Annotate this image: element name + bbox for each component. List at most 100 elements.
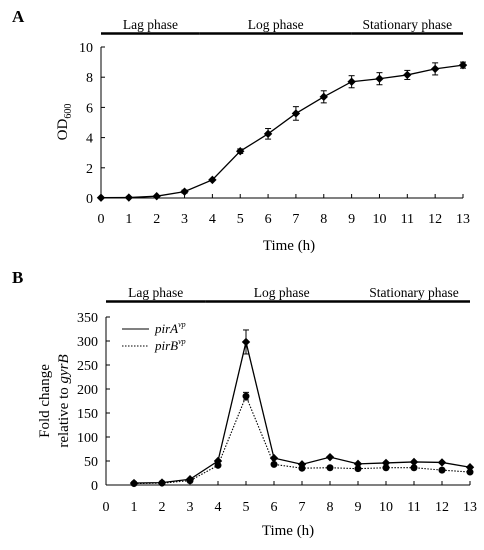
panel-a-x-tick-label: 5 [237, 212, 244, 227]
panel-a-y-ticks: 0 2 4 6 8 10 [79, 41, 105, 207]
panel-b-series-1-point [410, 464, 418, 472]
panel-a-series-0-point [180, 187, 189, 196]
panel-a-phase-label-1: Log phase [248, 17, 304, 32]
legend-label-pirb: pirBvp [154, 337, 186, 353]
panel-a-y-tick-label: 0 [86, 192, 93, 207]
panel-b-y-tick-label: 0 [91, 479, 98, 494]
panel-b-x-tick-label: 9 [355, 500, 362, 515]
panel-a-series-0-point [263, 129, 273, 139]
panel-a-x-tick-label: 0 [98, 212, 105, 227]
panel-b-y-axis-title-line1: Fold change [37, 364, 53, 438]
panel-a-x-tick-label: 8 [320, 212, 327, 227]
panel-a-phase-label-2: Stationary phase [363, 17, 453, 32]
panel-b-y-tick-label: 300 [77, 335, 98, 350]
panel-b-x-tick-label: 11 [407, 500, 420, 515]
panel-b: B Lag phase Log phase Stationary phase 0 1 2… [12, 268, 477, 539]
panel-b-y-tick-label: 350 [77, 311, 98, 326]
panel-b-x-tick-label: 4 [215, 500, 222, 515]
panel-a-y-tick-label: 8 [86, 71, 93, 86]
panel-a-phase-bar: Lag phase Log phase Stationary phase [101, 17, 463, 35]
panel-b-x-tick-label: 3 [187, 500, 194, 515]
panel-a-x-tick-label: 12 [428, 212, 442, 227]
panel-a-series-0-point [236, 146, 245, 156]
panel-a-y-tick-label: 10 [79, 41, 93, 56]
panel-b-x-axis-title: Time (h) [262, 523, 314, 539]
panel-b-plot-area [129, 329, 475, 488]
panel-b-legend: pirAvp pirBvp [122, 320, 186, 353]
panel-a-x-tick-label: 4 [209, 212, 216, 227]
panel-a-x-axis-title: Time (h) [263, 238, 315, 254]
panel-b-series-0-point [437, 458, 447, 467]
panel-b-series-1-point [130, 480, 138, 488]
panel-b-y-tick-label: 250 [77, 359, 98, 374]
panel-a-y-tick-label: 6 [86, 101, 93, 116]
panel-b-phase-label-2: Stationary phase [369, 285, 459, 300]
panel-a-letter: A [12, 7, 25, 26]
panel-b-x-tick-label: 8 [327, 500, 334, 515]
panel-a-series-0-point [375, 74, 384, 83]
panel-a-y-axis-title-subscript: 600 [63, 104, 74, 119]
panel-b-series-1-point [298, 464, 306, 472]
panel-b-letter: B [12, 268, 23, 287]
panel-b-x-ticks: 0 1 2 3 4 5 6 7 8 9 10 11 12 13 [103, 481, 477, 515]
panel-b-series-1-point [382, 464, 390, 472]
panel-b-phase-bar: Lag phase Log phase Stationary phase [106, 285, 470, 303]
panel-b-y-tick-label: 50 [84, 455, 98, 470]
panel-a-series-0-point [124, 193, 134, 202]
panel-b-y-axis-title-gene: gyrB [56, 354, 72, 383]
panel-b-series-1-point [158, 479, 166, 487]
panel-b-series-0-point [213, 456, 223, 466]
panel-b-x-tick-label: 0 [103, 500, 110, 515]
panel-a-x-tick-label: 6 [265, 212, 272, 227]
panel-a-y-axis-title: OD600 [55, 104, 74, 141]
panel-a-y-tick-label: 2 [86, 162, 93, 177]
panel-a-x-tick-label: 7 [292, 212, 299, 227]
panel-b-phase-label-0: Lag phase [128, 285, 183, 300]
panel-a-series-0-point [152, 191, 161, 201]
panel-b-series-1-point [270, 460, 278, 468]
panel-b-y-tick-label: 100 [77, 431, 98, 446]
panel-b-series-0-point [409, 457, 419, 467]
panel-a-series-0-point [319, 92, 328, 102]
panel-b-series-1-point [326, 464, 334, 472]
panel-b-series-1-point [186, 477, 194, 485]
panel-b-x-tick-label: 5 [243, 500, 250, 515]
panel-b-y-axis-title-prefix: relative to [56, 384, 72, 448]
panel-b-y-axis-title-line2: relative to gyrB [56, 354, 72, 447]
panel-b-x-tick-label: 10 [379, 500, 393, 515]
panel-a-y-tick-label: 4 [86, 132, 93, 147]
panel-a-series-0-point [96, 193, 106, 202]
panel-b-series-1-point [214, 461, 222, 469]
panel-b-series-0-point [241, 337, 251, 347]
panel-a-series-0-point [403, 70, 412, 80]
legend-label-pira: pirAvp [154, 320, 186, 336]
panel-a-x-tick-label: 11 [401, 212, 414, 227]
panel-b-series-1-point [354, 465, 362, 473]
panel-b-x-tick-label: 7 [299, 500, 306, 515]
panel-a-x-tick-label: 10 [372, 212, 386, 227]
panel-b-x-tick-label: 1 [131, 500, 138, 515]
panel-a-phase-label-0: Lag phase [123, 17, 178, 32]
panel-b-series-1-point [438, 466, 446, 474]
panel-b-series-1-point [242, 392, 250, 400]
panel-a-x-tick-label: 3 [181, 212, 188, 227]
panel-b-phase-label-1: Log phase [254, 285, 310, 300]
panel-b-y-ticks: 0 50 100 150 200 250 300 350 [77, 311, 110, 494]
panel-b-x-tick-label: 2 [159, 500, 166, 515]
panel-a-x-tick-label: 2 [153, 212, 160, 227]
panel-b-x-tick-label: 13 [463, 500, 477, 515]
panel-b-series-1-point [466, 468, 474, 476]
panel-b-axes [105, 317, 470, 486]
panel-a-series-0-point [208, 175, 217, 185]
panel-a-x-tick-label: 1 [125, 212, 132, 227]
panel-a-series-0-point [291, 109, 301, 118]
panel-b-y-tick-label: 150 [77, 407, 98, 422]
panel-a-plot-area [96, 60, 468, 202]
panel-a-series-0-point [347, 77, 356, 86]
panel-a-y-axis-title-main: OD [55, 119, 71, 141]
panel-b-y-tick-label: 200 [77, 383, 98, 398]
panel-b-series-0-point [325, 452, 335, 462]
panel-a-x-tick-label: 9 [348, 212, 355, 227]
panel-a-x-ticks: 0 1 2 3 4 5 6 7 8 9 10 11 12 13 [98, 194, 470, 227]
